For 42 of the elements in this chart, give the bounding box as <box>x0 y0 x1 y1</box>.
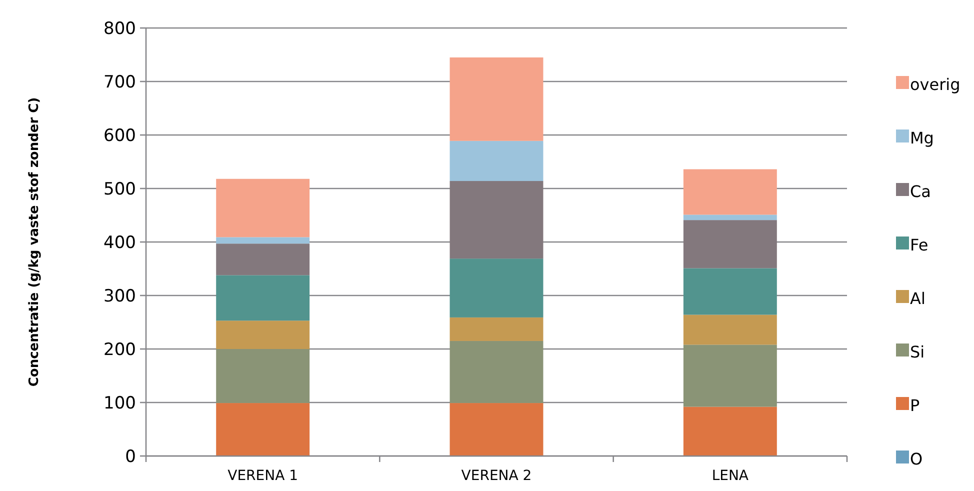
bar <box>216 403 310 456</box>
bar <box>216 178 310 238</box>
y-tick-label: 300 <box>104 286 136 306</box>
bar <box>450 181 544 259</box>
legend-label: O <box>910 450 923 468</box>
bar <box>450 317 544 341</box>
bar <box>450 140 544 182</box>
bar <box>683 220 777 268</box>
legend-label: Si <box>910 342 925 362</box>
legend-label: Mg <box>910 128 934 148</box>
bar <box>450 403 544 456</box>
y-tick-label: 700 <box>104 72 136 92</box>
bar <box>683 406 777 456</box>
bar <box>450 57 544 141</box>
y-tick-label: 800 <box>104 18 136 39</box>
x-tick-label: VERENA 1 <box>228 468 298 484</box>
y-tick-label: 600 <box>104 126 136 146</box>
y-tick-label: 200 <box>104 340 136 360</box>
bar <box>216 237 310 244</box>
bar <box>450 258 544 318</box>
bar <box>683 344 777 407</box>
y-tick-label: 500 <box>104 179 136 200</box>
bar <box>450 340 544 404</box>
legend-label: Fe <box>910 236 928 254</box>
legend-label: Al <box>910 289 926 308</box>
bar <box>216 349 310 404</box>
y-axis-title: Concentratie (g/kg vaste stof zonder C) <box>27 97 42 387</box>
legend-label: overig <box>910 75 960 94</box>
bar <box>683 314 777 345</box>
y-tick-label: 100 <box>104 393 136 414</box>
y-tick-label: 400 <box>104 232 136 253</box>
y-tick-label: 0 <box>125 446 136 467</box>
bar <box>216 275 310 321</box>
bar <box>683 169 777 215</box>
x-tick-label: VERENA 2 <box>461 468 532 484</box>
bar <box>216 244 310 276</box>
bar <box>683 268 777 315</box>
legend-label: Ca <box>910 182 931 201</box>
bar <box>683 214 777 220</box>
x-tick-label: LENA <box>712 468 749 484</box>
bar <box>216 320 310 349</box>
legend-label: P <box>910 396 920 415</box>
